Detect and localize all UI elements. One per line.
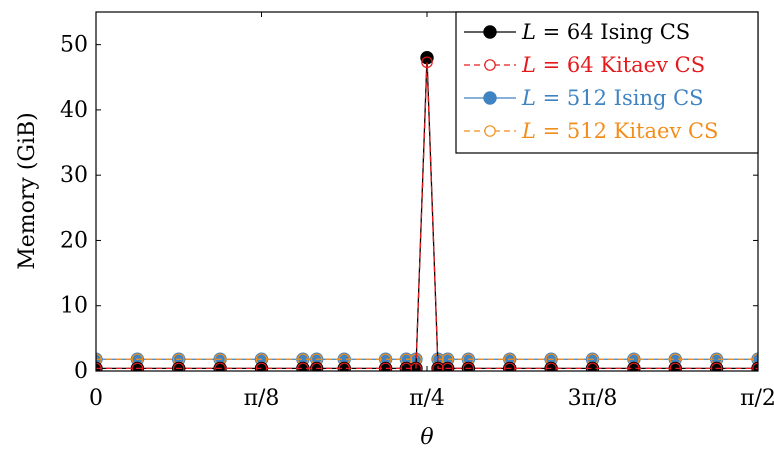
data-point [214, 362, 226, 371]
legend-item: L = 512 Ising CS [464, 86, 704, 110]
data-point [338, 362, 351, 371]
data-point [379, 362, 392, 371]
legend-swatch-marker [483, 91, 497, 105]
y-tick-label: 0 [74, 359, 88, 384]
data-point [255, 362, 268, 371]
y-axis-label: Memory (GiB) [15, 112, 40, 270]
legend-label: L = 64 Kitaev CS [521, 53, 705, 77]
legend-swatch-marker [484, 125, 496, 137]
data-point [410, 362, 422, 371]
legend-item: L = 512 Kitaev CS [464, 119, 718, 143]
data-point [172, 362, 185, 371]
data-point [628, 362, 640, 371]
data-point [421, 56, 433, 69]
x-tick-label: π/4 [409, 386, 445, 411]
data-point [420, 50, 434, 65]
data-point [441, 362, 454, 371]
data-point [669, 362, 682, 371]
legend-swatch-marker [483, 25, 497, 39]
legend: L = 64 Ising CS L = 64 Kitaev CS L = 512 I… [455, 11, 759, 154]
series-1 [96, 56, 758, 371]
legend-label: L = 512 Ising CS [521, 86, 704, 110]
y-tick-label: 20 [60, 228, 88, 253]
x-tick-label: 3π/8 [568, 386, 618, 411]
data-point [545, 362, 557, 371]
data-point [710, 362, 723, 371]
x-tick-label: 0 [89, 386, 103, 411]
data-point [752, 353, 758, 366]
legend-item: L = 64 Ising CS [464, 20, 690, 44]
y-tick-label: 10 [60, 294, 88, 319]
series-3 [96, 353, 758, 366]
y-tick-label: 30 [60, 163, 88, 188]
data-point [310, 362, 323, 371]
data-point [297, 362, 309, 371]
legend-label: L = 64 Ising CS [521, 20, 690, 44]
data-point [586, 362, 599, 371]
x-tick-label: π/2 [740, 386, 774, 411]
data-point [400, 362, 413, 371]
y-tick-label: 50 [60, 33, 88, 58]
series-line [96, 62, 758, 370]
data-point [503, 362, 516, 371]
data-point [131, 362, 144, 371]
x-axis-label: θ [420, 425, 433, 450]
data-point [752, 362, 758, 371]
y-tick-label: 40 [60, 98, 88, 123]
legend-label: L = 512 Kitaev CS [521, 119, 718, 143]
legend-swatch-marker [484, 59, 496, 71]
data-point [432, 362, 444, 371]
x-tick-label: π/8 [244, 386, 280, 411]
legend-frame [455, 11, 759, 154]
legend-item: L = 64 Kitaev CS [464, 53, 705, 77]
data-point [462, 362, 475, 371]
